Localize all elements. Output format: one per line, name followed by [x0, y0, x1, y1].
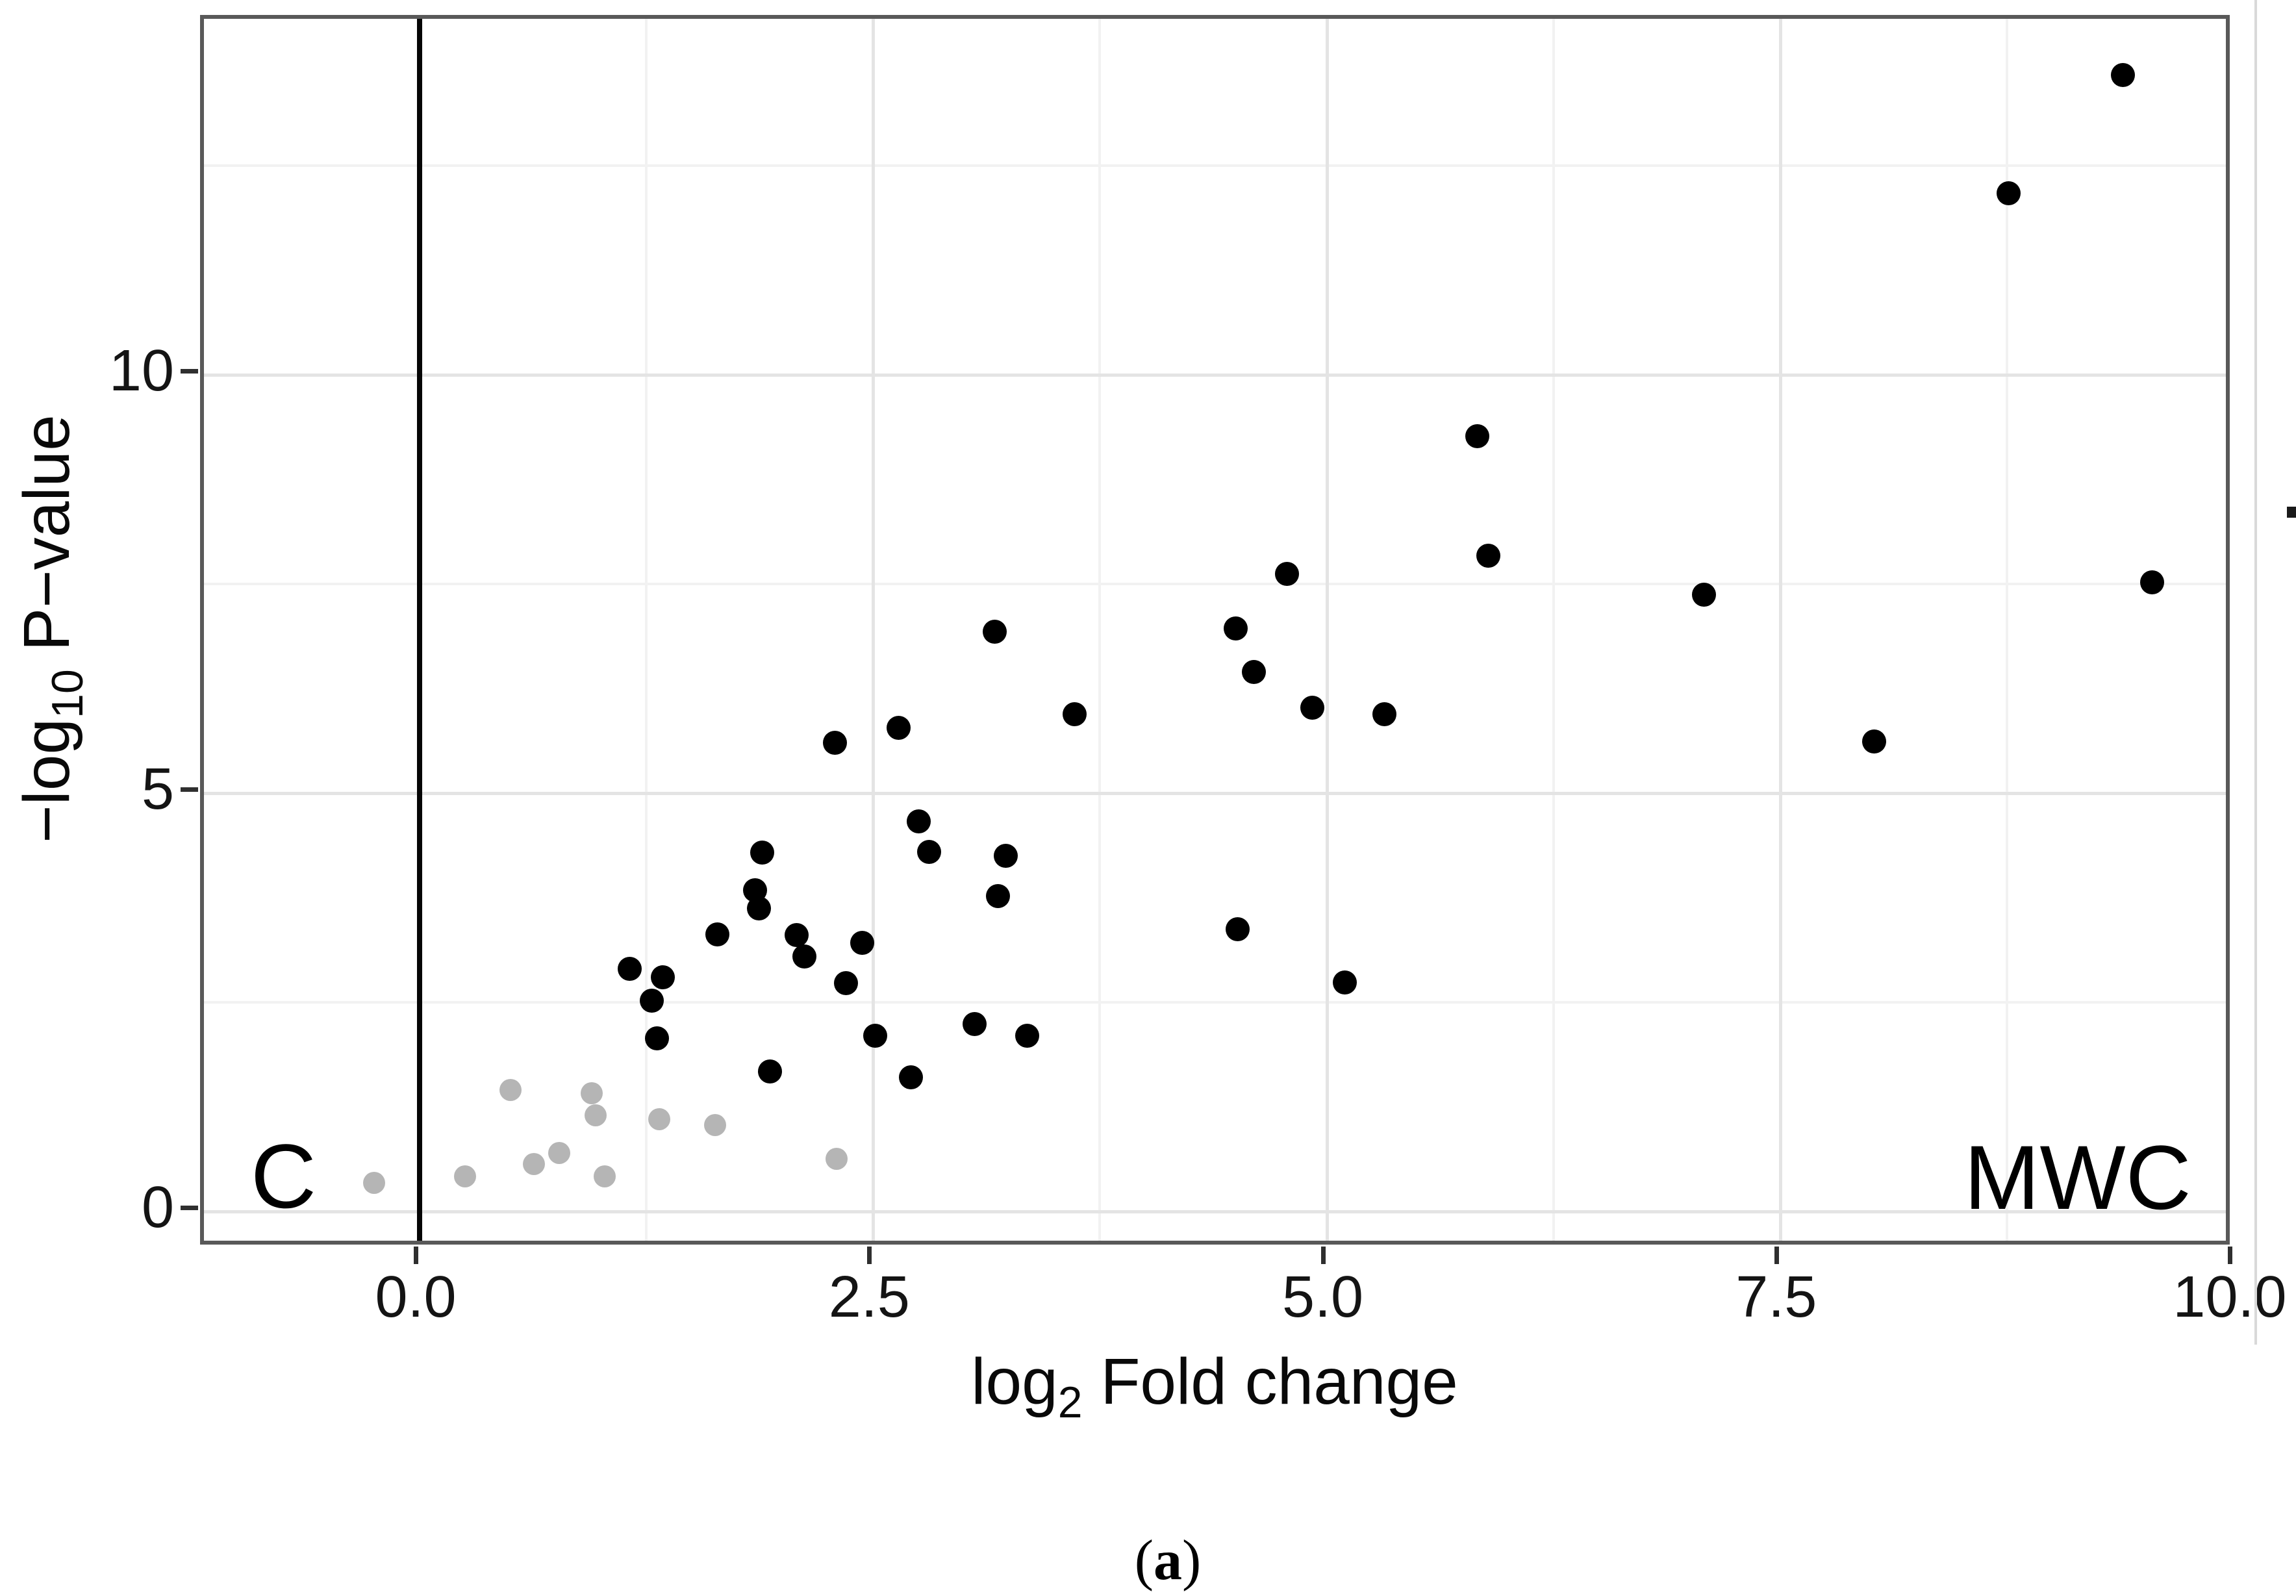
data-point-non-significant: [363, 1172, 386, 1195]
data-point-significant: [1242, 659, 1267, 684]
x-axis-tick: [1320, 1247, 1326, 1264]
minor-gridline-vertical: [1098, 19, 1102, 1241]
data-point-non-significant: [499, 1079, 522, 1102]
data-point-significant: [1300, 696, 1324, 720]
x-axis-title-subscript: 2: [1057, 1378, 1083, 1427]
major-gridline-horizontal: [204, 374, 2226, 377]
data-point-significant: [746, 896, 771, 921]
minor-gridline-vertical: [1552, 19, 1555, 1241]
data-point-significant: [906, 809, 931, 834]
major-gridline-horizontal: [204, 1210, 2226, 1213]
y-axis-tick: [181, 787, 198, 792]
data-point-significant: [640, 988, 664, 1013]
major-gridline-horizontal: [204, 792, 2226, 795]
data-point-significant: [757, 1059, 782, 1084]
adjacent-panel-separator-line: [2254, 0, 2257, 1345]
data-point-significant: [1476, 543, 1500, 568]
data-point-non-significant: [704, 1114, 727, 1137]
x-axis-title-suffix: Fold change: [1082, 1345, 1458, 1418]
data-point-significant: [833, 970, 858, 995]
x-axis-tick-label: 0.0: [375, 1265, 457, 1330]
x-axis-tick-label: 5.0: [1281, 1265, 1364, 1330]
data-point-significant: [1332, 970, 1357, 994]
data-point-significant: [2111, 63, 2136, 88]
x-axis-tick: [867, 1247, 872, 1264]
data-point-significant: [899, 1065, 924, 1090]
data-point-significant: [1015, 1024, 1040, 1048]
y-axis-tick: [181, 369, 198, 374]
minor-gridline-horizontal: [204, 583, 2226, 585]
figure-caption: (a): [973, 1528, 1363, 1593]
data-point-significant: [645, 1026, 670, 1050]
y-axis-title-prefix: −log: [10, 718, 83, 843]
data-point-significant: [863, 1024, 887, 1048]
data-point-significant: [785, 923, 809, 948]
data-point-non-significant: [522, 1152, 545, 1175]
data-point-non-significant: [584, 1104, 607, 1126]
y-axis-title: −log10 P−value: [8, 239, 92, 1019]
minor-gridline-horizontal: [204, 1001, 2226, 1004]
caption-letter: a: [1154, 1529, 1182, 1592]
x-axis-tick-label: 10.0: [2173, 1265, 2287, 1330]
data-point-significant: [1862, 729, 1887, 754]
data-point-non-significant: [826, 1147, 848, 1170]
minor-gridline-vertical: [645, 19, 648, 1241]
minor-gridline-horizontal: [204, 164, 2226, 167]
x-axis-tick-label: 7.5: [1735, 1265, 1817, 1330]
y-axis-tick: [181, 1206, 198, 1210]
caption-close-paren: ): [1182, 1529, 1202, 1592]
data-point-significant: [1224, 616, 1248, 640]
x-axis-tick: [1774, 1247, 1779, 1264]
caption-open-paren: (: [1134, 1529, 1154, 1592]
data-point-significant: [1691, 583, 1716, 607]
x-axis-tick: [414, 1247, 418, 1264]
data-point-significant: [750, 840, 775, 865]
data-point-significant: [2139, 570, 2164, 594]
x-axis-tick-label: 2.5: [828, 1265, 910, 1330]
y-axis-title-subscript: 10: [43, 669, 92, 718]
data-point-significant: [1997, 181, 2021, 205]
major-gridline-vertical: [1325, 19, 1329, 1241]
data-point-non-significant: [581, 1082, 603, 1105]
adjacent-panel-fragment: [2287, 507, 2296, 518]
data-point-significant: [1465, 424, 1489, 448]
data-point-significant: [982, 619, 1007, 644]
data-point-significant: [1226, 917, 1250, 942]
data-point-non-significant: [648, 1108, 670, 1131]
y-axis-tick-label: 5: [141, 757, 174, 822]
data-point-non-significant: [548, 1141, 571, 1164]
major-gridline-vertical: [872, 19, 876, 1241]
data-point-significant: [850, 931, 874, 956]
x-axis-title: log2 Fold change: [825, 1345, 1604, 1425]
data-point-non-significant: [593, 1165, 616, 1187]
data-point-significant: [1062, 702, 1087, 727]
y-axis-title-suffix: P−value: [10, 414, 83, 670]
x-axis-title-prefix: log: [971, 1345, 1058, 1418]
group-label-c: C: [250, 1124, 317, 1227]
data-point-significant: [618, 956, 642, 981]
data-point-non-significant: [453, 1165, 476, 1187]
y-axis-tick-label: 0: [141, 1175, 174, 1240]
data-point-significant: [986, 883, 1011, 908]
x-axis-tick: [2228, 1247, 2232, 1264]
data-point-significant: [1274, 562, 1299, 587]
y-axis-tick-label: 10: [108, 338, 174, 403]
data-point-significant: [650, 965, 675, 989]
data-point-significant: [1372, 702, 1397, 727]
data-point-significant: [823, 731, 848, 755]
zero-fold-change-line: [417, 19, 422, 1241]
plot-panel: C MWC: [200, 15, 2230, 1245]
data-point-significant: [917, 839, 942, 864]
data-point-significant: [792, 944, 816, 969]
group-label-mwc: MWC: [1963, 1126, 2191, 1229]
data-point-significant: [705, 922, 729, 947]
minor-gridline-vertical: [2005, 19, 2008, 1241]
data-point-significant: [963, 1011, 987, 1036]
data-point-significant: [886, 716, 911, 741]
data-point-significant: [993, 844, 1018, 868]
major-gridline-vertical: [1778, 19, 1782, 1241]
